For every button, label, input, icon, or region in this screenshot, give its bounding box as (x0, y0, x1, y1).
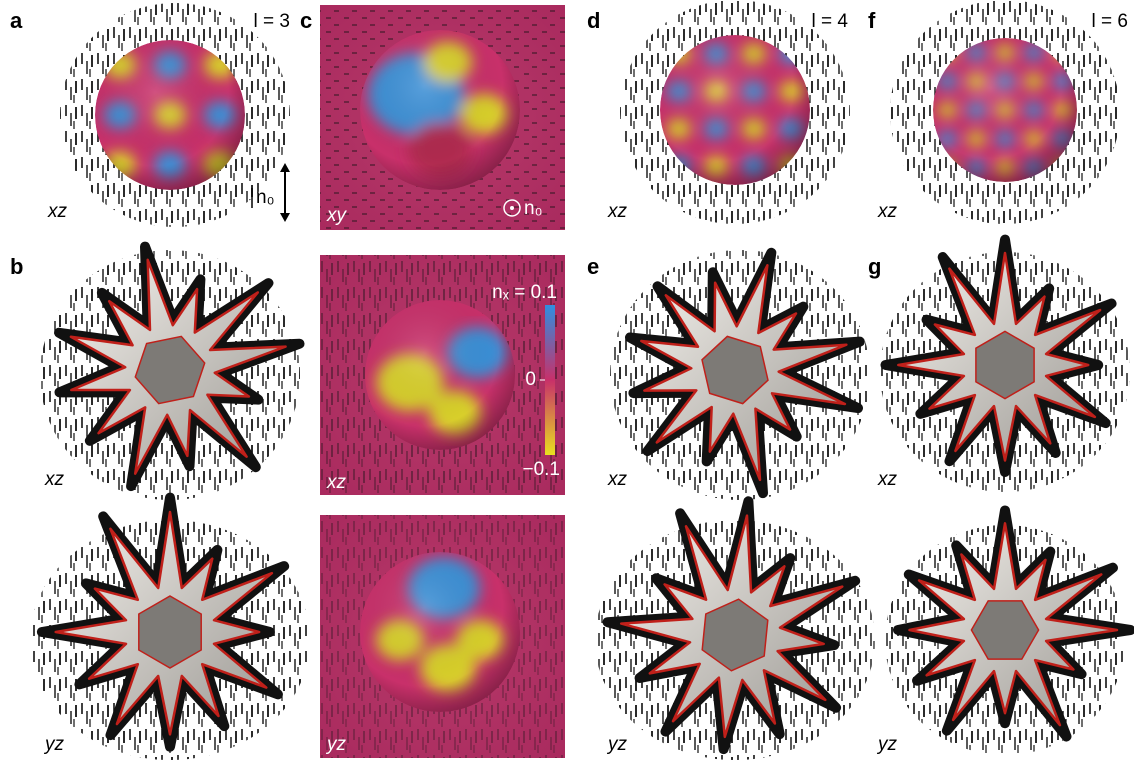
view-label: xy (326, 205, 348, 226)
figure: a l = 3 xz b xz yz c xy xz yz d l = 4 xz e xz yz f l = 6 x… (0, 0, 1134, 760)
view-label: xz (326, 472, 347, 493)
sphere (933, 38, 1077, 182)
colorbar-label: nₓ = 0.1 (492, 282, 557, 303)
panel-letter: a (10, 8, 23, 33)
colorbar-label: 0 (525, 369, 536, 390)
sphere-shade (660, 35, 810, 185)
panel-letter: c (300, 8, 312, 33)
sphere (365, 300, 515, 450)
sphere-shade (95, 40, 245, 190)
order-label: l = 3 (254, 11, 290, 32)
order-label: l = 6 (1092, 11, 1128, 32)
view-label: yz (325, 734, 347, 755)
view-label: yz (43, 734, 65, 755)
view-label: yz (876, 734, 898, 755)
colorbar (545, 305, 555, 455)
view-label: xz (607, 201, 628, 222)
sphere-shade (365, 300, 515, 450)
arrow-head (280, 213, 290, 222)
panel-letter: g (868, 254, 881, 279)
panel-letter: f (868, 8, 876, 33)
sphere-shade (933, 38, 1077, 182)
odot-center (510, 206, 514, 210)
sphere (360, 552, 520, 712)
sphere-shade (360, 30, 520, 190)
sphere (360, 30, 520, 190)
view-label: xz (877, 201, 898, 222)
order-label: l = 4 (812, 11, 849, 32)
colorbar-label: −0.1 (522, 459, 560, 480)
sphere (660, 35, 810, 185)
sphere (95, 40, 245, 190)
view-label: xz (47, 201, 68, 222)
view-label: yz (606, 734, 628, 755)
director-label: n₀ (256, 187, 274, 208)
panel-letter: b (10, 254, 23, 279)
arrow-head (280, 163, 290, 172)
sphere-shade (360, 552, 520, 712)
view-label: xz (877, 469, 898, 490)
view-label: xz (44, 469, 65, 490)
panel-letter: e (587, 254, 599, 279)
panel-letter: d (587, 8, 600, 33)
view-label: xz (607, 469, 628, 490)
director-label: n₀ (524, 198, 542, 219)
